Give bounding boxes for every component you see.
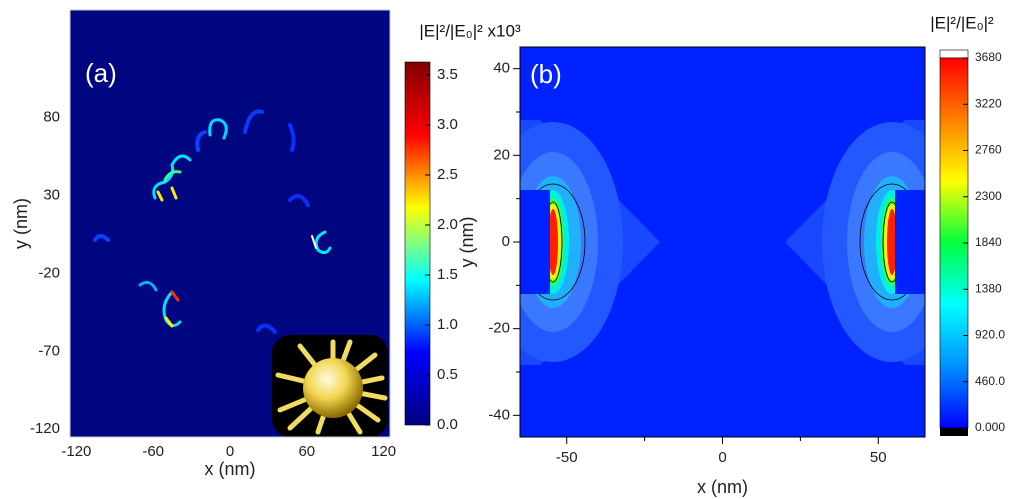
x-axis-label: x (nm) [697, 477, 748, 497]
y-tick-label: 40 [493, 60, 510, 77]
colorbar-tick-label: 2300 [975, 189, 1002, 203]
colorbar-tick-label: 3.5 [437, 66, 458, 83]
colorbar-tick-label: 1.0 [437, 316, 458, 333]
y-tick-label: 20 [493, 146, 510, 163]
colorbar-tick-label: 3220 [975, 96, 1002, 110]
colorbar-tick-label: 2.5 [437, 166, 458, 183]
plot-frame [69, 9, 391, 438]
colorbar-tick-label: 2760 [975, 143, 1002, 157]
colorbar-tick-label: 1380 [975, 281, 1002, 295]
y-tick-label: -20 [38, 264, 60, 281]
colorbar-tick-label: 2.0 [437, 216, 458, 233]
y-tick-label: 30 [43, 186, 60, 203]
colorbar-tick-label: 0.5 [437, 366, 458, 383]
colorbar-tick-label: 460.0 [975, 374, 1005, 388]
y-tick-label: -70 [38, 342, 60, 359]
x-tick-label: -60 [142, 443, 164, 460]
field-pattern [93, 109, 332, 334]
colorbar-tick-label: 0.0 [437, 416, 458, 433]
colorbar [404, 61, 431, 426]
x-tick-label: 60 [298, 443, 315, 460]
panel-label: (b) [530, 59, 562, 89]
x-tick-label: 0 [718, 449, 726, 466]
y-axis-label: y (nm) [457, 217, 477, 268]
x-tick-label: 50 [870, 449, 887, 466]
colorbar-cap [940, 428, 968, 436]
colorbar-tick-label: 920.0 [975, 328, 1005, 342]
inset-image [272, 335, 388, 437]
colorbar-tick-label: 3680 [975, 50, 1002, 64]
panel-label: (a) [85, 58, 117, 88]
field-pattern [520, 120, 925, 365]
y-tick-label: 80 [43, 108, 60, 125]
colorbar-tick-label: 0.000 [975, 420, 1005, 434]
y-tick-label: 0 [502, 233, 510, 250]
colorbar-label: |E|²/|E₀|² x10³ [419, 21, 521, 40]
y-tick-label: -20 [488, 320, 510, 337]
x-tick-label: -50 [556, 449, 578, 466]
colorbar-tick-label: 1840 [975, 235, 1002, 249]
colorbar-tick-label: 3.0 [437, 116, 458, 133]
y-tick-label: -40 [488, 406, 510, 423]
colorbar-label: |E|²/|E₀|² [930, 13, 994, 32]
y-axis-label: y (nm) [11, 198, 31, 249]
x-axis-label: x (nm) [205, 459, 256, 479]
colorbar-tick-label: 1.5 [437, 266, 458, 283]
x-tick-label: -120 [61, 443, 91, 460]
x-tick-label: 0 [226, 443, 234, 460]
y-tick-label: -120 [30, 420, 60, 437]
x-tick-label: 120 [371, 443, 396, 460]
colorbar-cap [939, 49, 969, 59]
